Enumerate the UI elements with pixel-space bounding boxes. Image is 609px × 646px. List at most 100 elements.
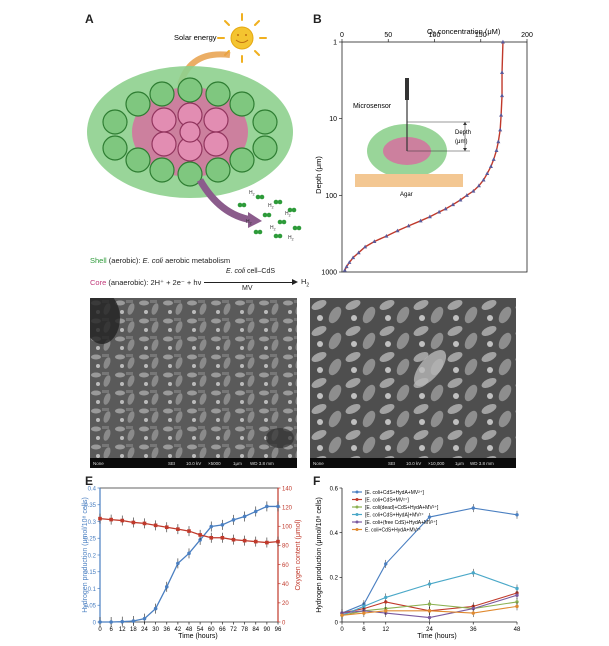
panel-b-y-title: Depth (μm) [314, 156, 323, 194]
panel-label-e: E [85, 474, 94, 488]
hydrogen-data-point [242, 514, 247, 519]
oxygen-data-point [265, 540, 269, 545]
oxygen-data-point [347, 260, 352, 264]
x-tick-label: 42 [175, 627, 182, 633]
y2-tick-label: 60 [282, 563, 289, 569]
inset-agar-label: Agar [400, 192, 413, 198]
oxygen-data-point [427, 214, 432, 219]
data-point [427, 609, 432, 613]
hydrogen-data-point [187, 551, 191, 556]
oxygen-data-point [276, 539, 280, 544]
y2-tick-label: 0 [282, 620, 286, 626]
oxygen-data-point [242, 538, 247, 543]
oxygen-data-point [231, 537, 236, 542]
oxygen-data-point [496, 139, 501, 144]
reaction-arrow-bottom-label: MV [242, 285, 253, 292]
legend-label: [E. coli+CdS+HydA+MV²⁺] [365, 490, 425, 496]
oxygen-data-point [253, 539, 258, 544]
hydrogen-data-point [120, 619, 125, 624]
hydrogen-data-point [253, 509, 258, 514]
oxygen-data-point [491, 157, 496, 161]
sem-texture-d [310, 298, 516, 458]
y-tick-label: 0.35 [84, 503, 96, 509]
oxygen-data-point [500, 93, 505, 98]
legend-marker [355, 520, 359, 524]
oxygen-data-point [109, 517, 113, 522]
panel-b-plot-frame [341, 41, 528, 273]
y-tick-label: 10 [329, 116, 337, 123]
series-line [341, 507, 518, 614]
legend-marker [355, 513, 359, 516]
x-tick-label: 72 [230, 627, 237, 633]
inset-depth-label: Depth [455, 130, 471, 136]
x-tick-label: 18 [130, 627, 137, 633]
oxygen-data-point [176, 527, 180, 531]
x-tick-label: 100 [429, 32, 441, 39]
reaction-arrow [204, 282, 294, 283]
oxygen-data-point [418, 218, 423, 223]
panel-b-x-title: O2 concentration (μM) [427, 27, 501, 38]
oxygen-data-point [500, 39, 505, 44]
oxygen-data-point [464, 193, 469, 197]
oxygen-data-point [458, 197, 463, 202]
x-tick-label: 6 [109, 627, 113, 633]
oxygen-data-point [481, 177, 486, 182]
y-tick-label: 0.4 [330, 531, 339, 537]
x-tick-label: 200 [521, 32, 533, 39]
hydrogen-data-point [109, 620, 113, 624]
panel-f-x-title: Time (hours) [417, 633, 456, 640]
y2-tick-label: 20 [282, 601, 289, 607]
hydrogen-data-point [164, 585, 169, 589]
x-tick-label: 0 [340, 32, 344, 39]
data-point [515, 586, 519, 591]
hydrogen-data-point [153, 606, 158, 611]
oxygen-data-point [395, 228, 400, 233]
y-tick-label: 0.1 [88, 587, 97, 593]
panel-e-y2-title: Oxygen content (μmol) [295, 520, 302, 591]
y-tick-label: 1 [333, 40, 337, 47]
y-tick-label: 0 [93, 620, 97, 626]
data-point [362, 604, 366, 609]
panel-e-x-title: Time (hours) [178, 633, 217, 640]
x-tick-label: 60 [208, 627, 215, 633]
legend-label: [E. coli+(free CdS)+HydA+MV²⁺] [365, 520, 438, 526]
hydrogen-data-point [98, 620, 102, 624]
data-point [384, 562, 388, 566]
series-line [341, 605, 518, 616]
data-point [515, 513, 519, 517]
hydrogen-data-point [209, 524, 214, 529]
x-tick-label: 0 [340, 627, 344, 633]
oxygen-data-point [344, 264, 349, 269]
panel-e-chart: Hydrogen production (μmol/10⁸ cells) Oxy… [82, 486, 302, 640]
oxygen-data-point [488, 164, 493, 168]
oxygen-data-point [499, 112, 504, 117]
h2-label: H2 [285, 211, 291, 218]
panel-b-chart: O2 concentration (μM) 0 50 100 150 200 1 10 10… [314, 27, 533, 277]
x-tick-label: 36 [163, 627, 170, 633]
y2-tick-label: 140 [282, 486, 293, 492]
oxygen-data-point [120, 518, 125, 523]
data-point [362, 611, 366, 615]
panel-e-y-title: Hydrogen production (μmol/10⁸ cells) [82, 497, 89, 613]
oxygen-data-point [384, 233, 389, 238]
panel-label-b: B [313, 12, 322, 26]
data-point [471, 506, 475, 510]
inset-depth-unit: (μm) [455, 139, 467, 145]
panel-f-y-title: Hydrogen production (μmol/10⁸ cells) [316, 497, 323, 613]
oxygen-data-point [500, 70, 505, 75]
oxygen-data-point [485, 171, 490, 176]
y-tick-label: 1000 [321, 270, 337, 277]
x-tick-label: 48 [514, 627, 521, 633]
oxygen-data-point [153, 523, 158, 528]
oxygen-data-point [451, 202, 455, 207]
y2-tick-label: 120 [282, 505, 293, 511]
hydrogen-series-line [100, 505, 278, 623]
y-tick-label: 0 [335, 620, 339, 626]
data-point [471, 606, 475, 611]
oxygen-data-point [498, 127, 503, 132]
x-tick-label: 66 [219, 627, 226, 633]
sem-image-c: None SEI 10.0 kV ×5000 1μm WD 3.8 mm [90, 298, 297, 468]
oxygen-data-point [198, 533, 202, 537]
x-tick-label: 36 [470, 627, 477, 633]
sem-texture-c [90, 298, 297, 458]
